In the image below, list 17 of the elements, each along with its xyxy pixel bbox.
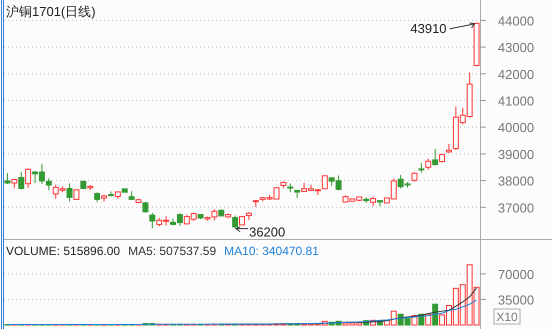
y-tick-label: 44000 — [498, 13, 534, 28]
text: MA10: 340470.81 — [224, 244, 320, 258]
y-tick-label: 42000 — [498, 66, 534, 82]
annotation: 43910 — [410, 20, 447, 36]
text: MA5: 507537.59 — [128, 244, 216, 258]
text: X10 — [496, 310, 518, 324]
annotation: VOLUME: 515896.00 — [6, 244, 120, 258]
y-tick-label: 39000 — [498, 146, 534, 162]
y-tick-label: 43000 — [498, 40, 534, 56]
y-tick-label: 38000 — [498, 174, 534, 189]
annotation: 36200 — [249, 224, 286, 240]
y-tick-label: 37000 — [498, 200, 534, 216]
y-tick-label: 35000 — [498, 292, 534, 308]
chart-title: 沪铜1701(日线) — [6, 4, 96, 19]
y-tick-label: 40000 — [498, 120, 534, 136]
y-tick-label: 41000 — [498, 94, 534, 109]
y-tick-label: 70000 — [498, 266, 534, 282]
